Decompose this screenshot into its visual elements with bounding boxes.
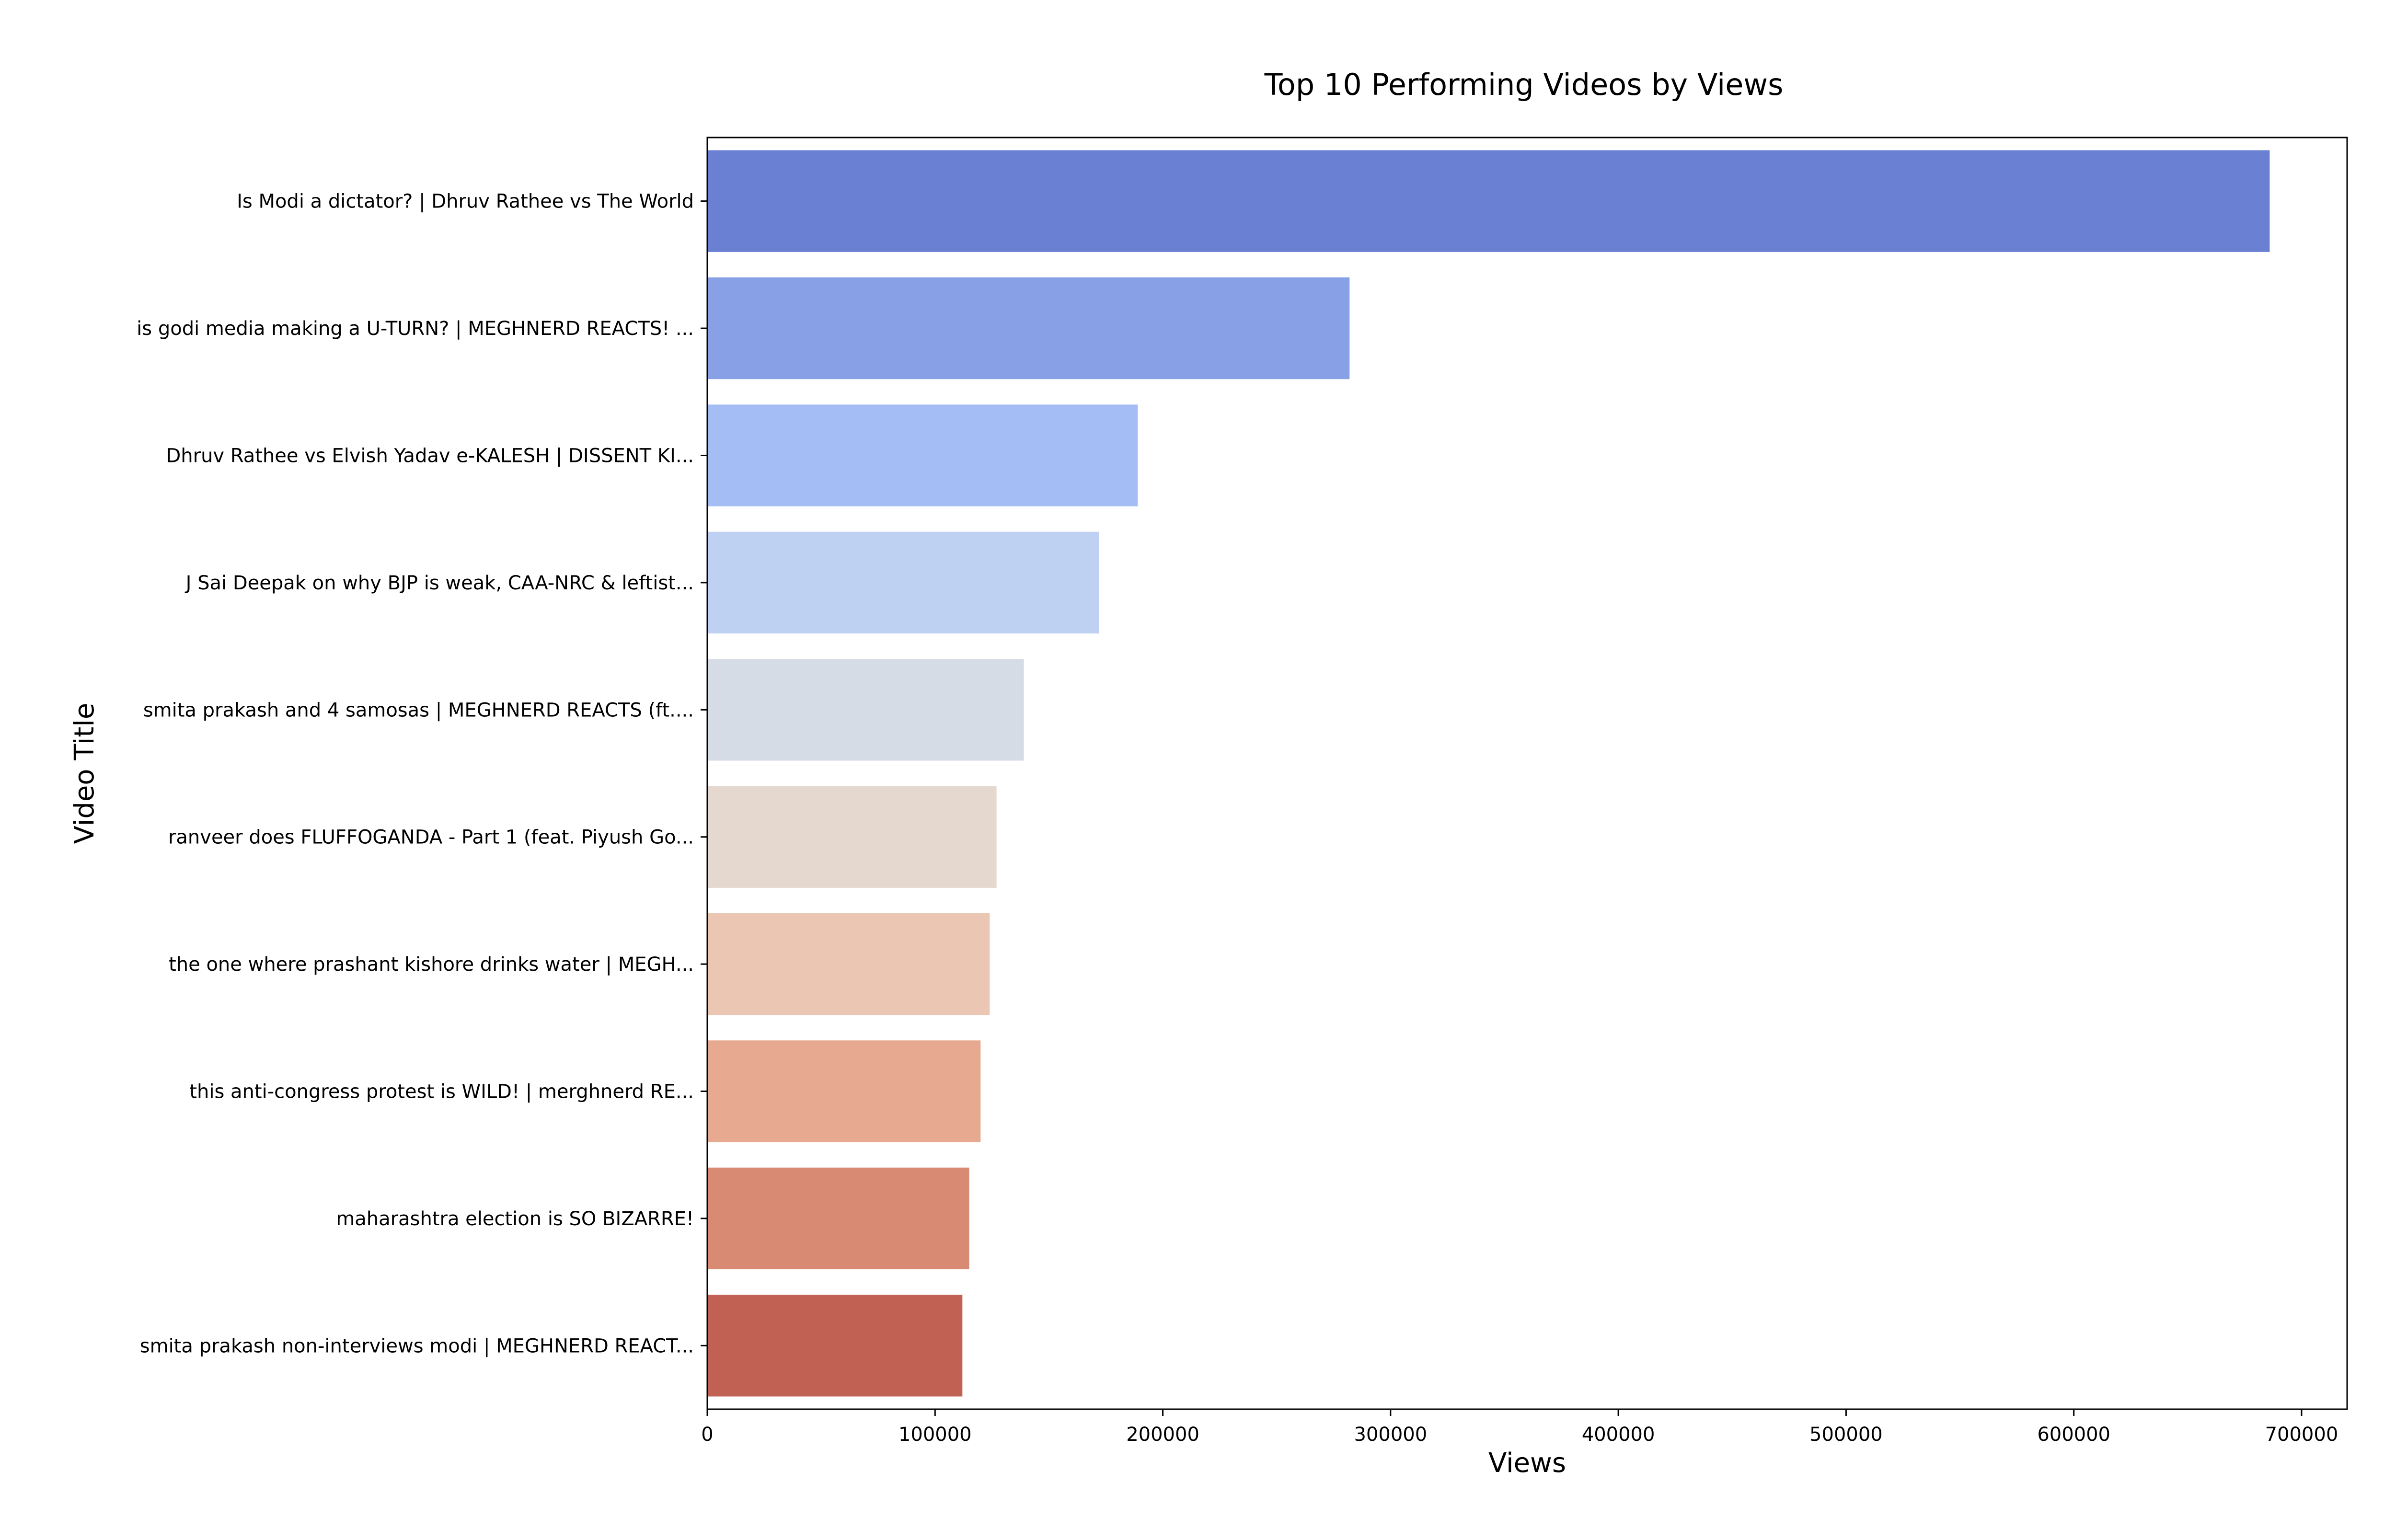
bars-group: [707, 150, 2270, 1397]
bar-5: [707, 659, 1024, 761]
x-tick-label: 200000: [1126, 1424, 1199, 1446]
bar-4: [707, 531, 1099, 634]
category-label: smita prakash and 4 samosas | MEGHNERD R…: [143, 699, 694, 721]
bar-2: [707, 277, 1350, 379]
category-label: the one where prashant kishore drinks wa…: [169, 954, 694, 976]
bar-6: [707, 786, 997, 888]
bar-9: [707, 1167, 969, 1270]
category-label: Is Modi a dictator? | Dhruv Rathee vs Th…: [237, 191, 694, 213]
x-tick-label: 0: [701, 1424, 713, 1446]
bar-10: [707, 1295, 963, 1397]
chart-title: Top 10 Performing Videos by Views: [1264, 67, 1784, 102]
category-label: is godi media making a U-TURN? | MEGHNER…: [137, 318, 694, 340]
category-label: maharashtra election is SO BIZARRE!: [336, 1208, 694, 1230]
category-label: J Sai Deepak on why BJP is weak, CAA-NRC…: [184, 572, 694, 594]
x-axis-ticks: 0 100000 200000 300000 400000 500000 600000 700…: [701, 1409, 2338, 1446]
category-labels: Is Modi a dictator? | Dhruv Rathee vs Th…: [137, 191, 707, 1357]
category-label: smita prakash non-interviews modi | MEGH…: [140, 1335, 694, 1357]
x-tick-label: 600000: [2037, 1424, 2110, 1446]
x-tick-label: 300000: [1354, 1424, 1427, 1446]
y-axis-label: Video Title: [69, 703, 100, 844]
plot-frame: [706, 137, 2348, 1410]
x-tick-label: 500000: [1809, 1424, 1883, 1446]
x-axis-label: Views: [1488, 1448, 1566, 1479]
x-tick-label: 700000: [2265, 1424, 2338, 1446]
bar-7: [707, 913, 990, 1015]
category-label: this anti-congress protest is WILD! | me…: [189, 1081, 694, 1103]
bar-8: [707, 1040, 981, 1142]
category-label: ranveer does FLUFFOGANDA - Part 1 (feat.…: [168, 827, 694, 849]
category-label: Dhruv Rathee vs Elvish Yadav e-KALESH | …: [166, 445, 694, 467]
x-tick-label: 400000: [1582, 1424, 1655, 1446]
x-tick-label: 100000: [898, 1424, 972, 1446]
bar-1: [707, 150, 2270, 252]
bar-3: [707, 404, 1138, 506]
